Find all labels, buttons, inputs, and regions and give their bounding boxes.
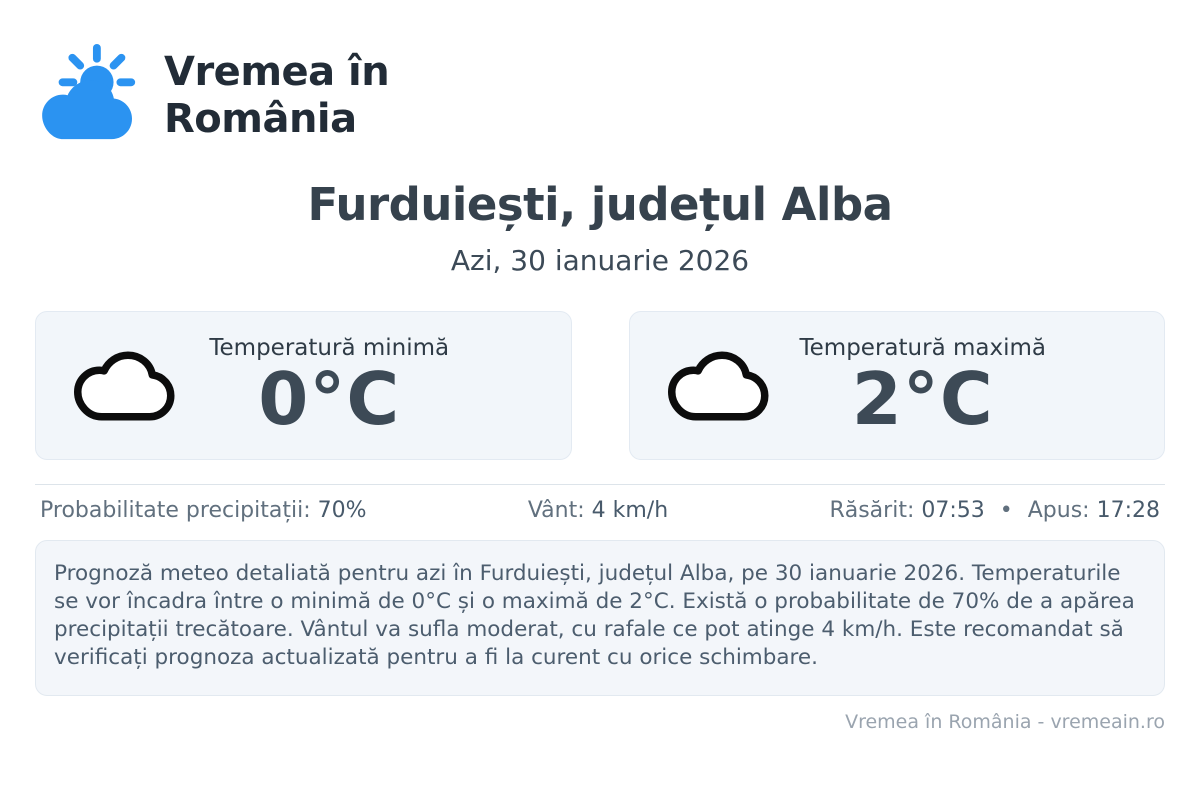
max-temperature-body: Temperatură maximă 2°C bbox=[800, 335, 1046, 436]
logo-line-1: Vremea în bbox=[164, 49, 390, 96]
sunrise-label: Răsărit: bbox=[829, 498, 915, 523]
site-logo-text: Vremea în România bbox=[164, 49, 390, 143]
cloud-icon bbox=[74, 351, 175, 420]
stats-row: Probabilitate precipitații: 70% Vânt: 4 … bbox=[35, 485, 1165, 538]
precipitation-stat: Probabilitate precipitații: 70% bbox=[40, 498, 367, 523]
cloud-icon bbox=[667, 351, 768, 420]
min-temperature-value: 0°C bbox=[258, 356, 401, 441]
min-temperature-label: Temperatură minimă bbox=[209, 334, 450, 361]
precipitation-value: 70% bbox=[317, 498, 367, 523]
temperature-cards: Temperatură minimă 0°C Temperatură maxim… bbox=[35, 311, 1165, 460]
wind-value: 4 km/h bbox=[591, 498, 669, 523]
wind-label: Vânt: bbox=[527, 498, 585, 523]
bullet-separator: • bbox=[999, 498, 1013, 523]
cloud-sun-icon bbox=[42, 44, 136, 140]
min-temperature-card: Temperatură minimă 0°C bbox=[35, 311, 572, 460]
min-temperature-body: Temperatură minimă 0°C bbox=[209, 335, 449, 436]
stats-divider bbox=[35, 484, 1165, 485]
precipitation-label: Probabilitate precipitații: bbox=[40, 498, 311, 523]
sunrise-value: 07:53 bbox=[921, 498, 985, 523]
logo-line-2: România bbox=[164, 96, 357, 142]
footer-credit: Vremea în România - vremeain.ro bbox=[845, 711, 1165, 733]
sunset-label: Apus: bbox=[1027, 498, 1090, 523]
max-temperature-label: Temperatură maximă bbox=[799, 334, 1046, 361]
sun-times-stat: Răsărit: 07:53 • Apus: 17:28 bbox=[829, 498, 1160, 523]
wind-stat: Vânt: 4 km/h bbox=[528, 498, 668, 523]
page-title: Furduiești, județul Alba bbox=[307, 178, 893, 231]
max-temperature-card: Temperatură maximă 2°C bbox=[628, 311, 1165, 460]
page-date: Azi, 30 ianuarie 2026 bbox=[450, 244, 750, 277]
sunset-value: 17:28 bbox=[1096, 498, 1160, 523]
forecast-description: Prognoză meteo detaliată pentru azi în F… bbox=[35, 540, 1165, 696]
max-temperature-value: 2°C bbox=[851, 356, 994, 441]
site-logo[interactable]: Vremea în România bbox=[40, 40, 1200, 152]
